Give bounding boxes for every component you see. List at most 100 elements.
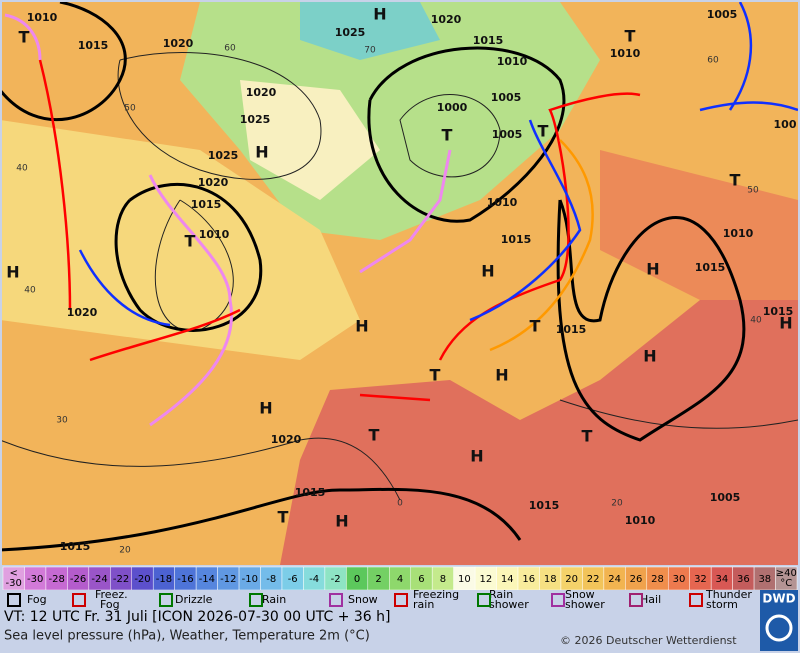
mild-area xyxy=(2,120,360,360)
low-pressure: T xyxy=(582,427,593,446)
legend-label: Drizzle xyxy=(175,593,213,606)
cold-front xyxy=(78,249,171,327)
legend-label: Snow xyxy=(565,588,595,601)
colorbar-label: -18 xyxy=(156,574,172,585)
grid-label: 60 xyxy=(707,56,719,66)
warm-front xyxy=(38,59,72,311)
pressure-label: 1010 xyxy=(497,55,528,68)
colorbar-label: -12 xyxy=(220,574,236,585)
pressure-label: 1010 xyxy=(27,11,58,24)
copyright: © 2026 Deutscher Wetterdienst xyxy=(560,634,737,647)
low-pressure: T xyxy=(369,426,380,445)
pressure-label: 1015 xyxy=(556,323,587,336)
legend-label: Freez. xyxy=(95,588,128,601)
colorbar-label: 32 xyxy=(694,574,707,585)
grid-label: 40 xyxy=(16,164,28,174)
colorbar-label: -26 xyxy=(70,574,86,585)
legend-label: Fog xyxy=(100,598,120,611)
low-pressure: T xyxy=(185,232,196,251)
pressure-label: 1010 xyxy=(487,196,518,209)
mild-area xyxy=(240,80,380,200)
pressure-label: 1015 xyxy=(473,34,504,47)
colorbar-label: -24 xyxy=(91,574,107,585)
high-pressure: H xyxy=(470,447,483,466)
pressure-label: 1020 xyxy=(67,306,98,319)
grid-label: 0 xyxy=(397,499,403,509)
grid-label: 20 xyxy=(611,499,623,509)
legend-icon xyxy=(249,593,263,607)
valid-time: VT: 12 UTC Fr. 31 Juli [ICON 2026-07-30 … xyxy=(4,609,391,625)
cold-front xyxy=(469,119,582,322)
colorbar-label: 0 xyxy=(354,574,360,585)
high-pressure: H xyxy=(355,317,368,336)
colorbar-label: 28 xyxy=(651,574,664,585)
high-pressure: H xyxy=(779,314,792,333)
high-pressure: H xyxy=(481,262,494,281)
high-pressure: H xyxy=(6,263,19,282)
low-pressure: T xyxy=(442,126,453,145)
legend-label: shower xyxy=(565,598,605,611)
colorbar-label: -2 xyxy=(331,574,341,585)
grid-label: 60 xyxy=(224,44,236,54)
occluded-front xyxy=(4,13,42,61)
pressure-label: 100 xyxy=(774,118,797,131)
pressure-label: 1020 xyxy=(431,13,462,26)
low-pressure: T xyxy=(538,122,549,141)
legend-icon xyxy=(329,593,343,607)
legend-label: shower xyxy=(489,598,529,611)
pressure-label: 1015 xyxy=(695,261,726,274)
colorbar-label: 6 xyxy=(418,574,424,585)
legend-icon xyxy=(689,593,703,607)
pressure-label: 1010 xyxy=(625,514,656,527)
grid-label: 40 xyxy=(750,316,762,326)
low-pressure: T xyxy=(730,171,741,190)
colorbar-label: 24 xyxy=(608,574,621,585)
pressure-label: 1015 xyxy=(78,39,109,52)
logo-text: DWD xyxy=(762,592,795,606)
colorbar-label: 10 xyxy=(458,574,471,585)
high-pressure: H xyxy=(255,143,268,162)
pressure-label: 1010 xyxy=(723,227,754,240)
colorbar-label: 22 xyxy=(587,574,600,585)
high-pressure: H xyxy=(643,347,656,366)
legend-icon xyxy=(551,593,565,607)
legend-icon xyxy=(629,593,643,607)
legend-icon xyxy=(477,593,491,607)
subtitle: Sea level pressure (hPa), Weather, Tempe… xyxy=(4,629,370,644)
pressure-label: 1020 xyxy=(271,433,302,446)
pressure-label: 1005 xyxy=(492,128,523,141)
grid-label: 40 xyxy=(24,286,36,296)
colorbar-label: 12 xyxy=(479,574,492,585)
colorbar-label: -6 xyxy=(288,574,298,585)
logo-icon xyxy=(765,614,793,642)
pressure-label: 1015 xyxy=(295,486,326,499)
grid-label: 50 xyxy=(747,186,759,196)
high-pressure: H xyxy=(646,260,659,279)
legend-icon xyxy=(159,593,173,607)
map: 1010 1015 1020 1020 1025 1025 1025 1020 1015 1010… xyxy=(2,2,798,565)
legend-label: Hail xyxy=(640,593,661,606)
colorbar-label: 30 xyxy=(673,574,686,585)
colorbar-label: 8 xyxy=(440,574,446,585)
pressure-label: 1015 xyxy=(501,233,532,246)
legend-label: Rain xyxy=(262,593,286,606)
legend-label: rain xyxy=(413,598,434,611)
pressure-label: 1005 xyxy=(707,8,738,21)
legend-label: Rain xyxy=(489,588,513,601)
colorbar-label: -4 xyxy=(309,574,319,585)
colorbar-label: 18 xyxy=(544,574,557,585)
pressure-label: 1020 xyxy=(246,86,277,99)
pressure-label: 1025 xyxy=(335,26,366,39)
low-pressure: T xyxy=(19,28,30,47)
trough xyxy=(489,139,594,352)
legend-label: storm xyxy=(706,598,738,611)
colorbar-label: ≥40 °C xyxy=(776,568,797,589)
pressure-label: 1010 xyxy=(199,228,230,241)
pressure-label: 1015 xyxy=(763,305,794,318)
grid-label: 50 xyxy=(124,104,136,114)
colorbar-label: 34 xyxy=(716,574,729,585)
legend-background xyxy=(2,590,760,612)
low-pressure: T xyxy=(625,27,636,46)
colorbar-label: 4 xyxy=(397,574,403,585)
